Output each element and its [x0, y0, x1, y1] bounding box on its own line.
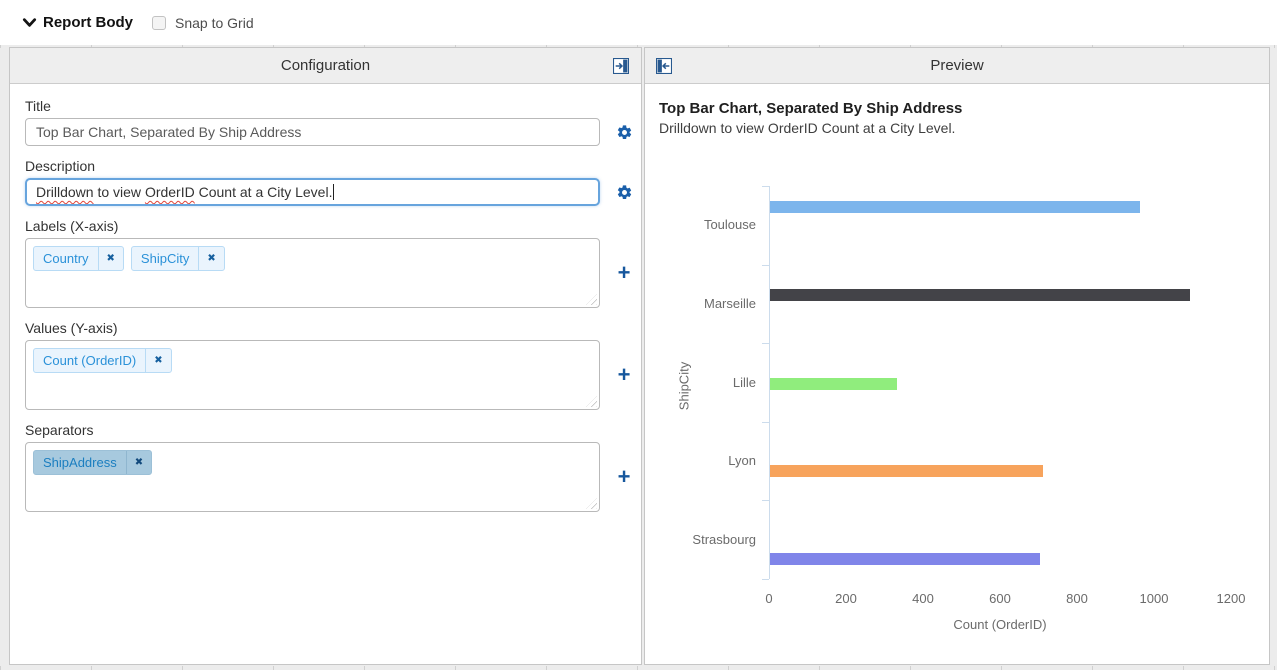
x-tick-label: 0 [765, 591, 773, 606]
snap-to-grid-label: Snap to Grid [175, 14, 254, 31]
collapse-panel-right-icon[interactable] [613, 57, 629, 74]
resize-handle[interactable] [586, 498, 597, 509]
chart-title: Top Bar Chart, Separated By Ship Address [659, 100, 963, 117]
add-separator-button[interactable]: + [617, 464, 631, 489]
description-text: to view [93, 184, 145, 200]
chevron-down-icon [22, 17, 37, 27]
y-axis-line [769, 186, 770, 579]
separators-label: Separators [25, 422, 94, 438]
toolbar: Report Body Snap to Grid [0, 0, 1277, 45]
configuration-form: Title Description Drilldown to view Orde… [10, 84, 641, 664]
text-caret [333, 184, 335, 200]
preview-content: Top Bar Chart, Separated By Ship Address… [645, 84, 1269, 664]
snap-to-grid-checkbox[interactable] [152, 15, 166, 30]
chart-subtitle: Drilldown to view OrderID Count at a Cit… [659, 120, 956, 136]
separators-box[interactable]: ShipAddress ✖ [25, 442, 600, 512]
x-tick-label: 1000 [1139, 591, 1169, 606]
workspace: Configuration Title [0, 45, 1277, 670]
preview-panel-title: Preview [930, 57, 984, 74]
category-label: Toulouse [703, 217, 756, 232]
gear-icon [617, 124, 631, 139]
axis-tick [762, 500, 769, 501]
axis-tick [762, 343, 769, 344]
axis-tick [762, 186, 769, 187]
preview-panel-header: Preview [645, 48, 1269, 84]
category-label: Lyon [728, 453, 756, 468]
x-tick-label: 800 [1066, 591, 1088, 606]
tag-shipcity[interactable]: ShipCity ✖ [130, 246, 225, 271]
bar[interactable] [770, 465, 1043, 477]
bar[interactable] [770, 553, 1040, 565]
remove-tag-icon[interactable]: ✖ [125, 451, 151, 474]
remove-tag-icon[interactable]: ✖ [97, 247, 123, 270]
labels-x-axis-label: Labels (X-axis) [25, 218, 119, 234]
preview-panel: Preview Top Bar Chart, Separated By Ship… [644, 47, 1270, 665]
remove-tag-icon[interactable]: ✖ [145, 349, 170, 372]
title-settings-button[interactable] [612, 120, 636, 144]
bar-chart: Toulouse Marseille Lille Lyon Strasbourg 0 200… [645, 151, 1269, 632]
resize-handle[interactable] [586, 294, 597, 305]
y-axis-title: ShipCity [676, 361, 692, 411]
x-tick-label: 200 [835, 591, 857, 606]
description-input[interactable]: Drilldown to view OrderID Count at a Cit… [25, 178, 600, 206]
bar[interactable] [770, 201, 1140, 213]
description-field-label: Description [25, 158, 96, 174]
x-tick-label: 400 [912, 591, 934, 606]
snap-to-grid-control[interactable]: Snap to Grid [152, 15, 254, 31]
title-input[interactable] [25, 118, 600, 146]
description-text: Count at a City Level. [194, 184, 333, 200]
configuration-panel: Configuration Title [9, 47, 642, 665]
report-body-toggle[interactable]: Report Body [22, 14, 133, 31]
axis-tick [762, 422, 769, 423]
title-field-label: Title [25, 98, 51, 114]
remove-tag-icon[interactable]: ✖ [198, 247, 223, 270]
tag-count-orderid[interactable]: Count (OrderID) ✖ [33, 348, 172, 373]
x-tick-label: 600 [989, 591, 1011, 606]
report-body-title: Report Body [43, 14, 133, 31]
values-y-axis-label: Values (Y-axis) [25, 320, 118, 336]
description-settings-button[interactable] [612, 180, 636, 204]
category-label: Marseille [703, 296, 756, 311]
collapse-panel-left-icon[interactable] [656, 57, 672, 74]
add-label-button[interactable]: + [617, 260, 631, 285]
description-text: Drilldown [36, 184, 94, 200]
configuration-panel-header: Configuration [10, 48, 641, 84]
axis-tick [762, 579, 769, 580]
bar[interactable] [770, 289, 1190, 301]
gear-icon [617, 184, 631, 199]
x-axis-title: Count (OrderID) [953, 617, 1047, 632]
category-label: Strasbourg [692, 532, 756, 547]
values-y-axis-box[interactable]: Count (OrderID) ✖ [25, 340, 600, 410]
tag-country[interactable]: Country ✖ [33, 246, 124, 271]
add-value-button[interactable]: + [617, 362, 631, 387]
configuration-panel-title: Configuration [280, 57, 371, 74]
axis-tick [762, 265, 769, 266]
bar[interactable] [770, 378, 897, 390]
resize-handle[interactable] [586, 396, 597, 407]
description-text: OrderID [144, 184, 195, 200]
category-label: Lille [732, 375, 756, 390]
x-tick-label: 1200 [1216, 591, 1246, 606]
tag-shipaddress[interactable]: ShipAddress ✖ [33, 450, 153, 475]
labels-x-axis-box[interactable]: Country ✖ ShipCity ✖ [25, 238, 600, 308]
